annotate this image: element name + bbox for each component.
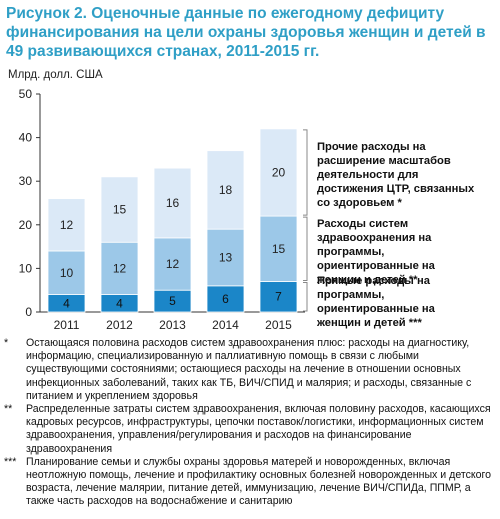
footnote-text: Остающаяся половина расходов систем здра…: [26, 337, 472, 402]
data-label: 16: [166, 196, 180, 210]
bar-segment: [47, 250, 86, 295]
y-tick-label: 20: [19, 218, 33, 232]
x-tick-label: 2015: [265, 318, 292, 332]
bar-segment: [100, 241, 139, 295]
legend-brackets: [303, 129, 308, 312]
bar-segment: [206, 285, 245, 313]
footnotes: * Остающаяся половина расходов систем зд…: [4, 337, 494, 509]
data-label: 15: [272, 242, 286, 256]
bar-segment: [100, 176, 139, 243]
bar-segment: [153, 167, 192, 239]
footnote-mark: ***: [4, 455, 17, 468]
data-label: 12: [166, 257, 180, 271]
data-label: 7: [275, 290, 282, 304]
data-label: 15: [113, 203, 127, 217]
footnote-2: ** Распределенные затраты систем здравоо…: [4, 403, 494, 456]
bars: [47, 128, 298, 313]
bar-segment: [153, 237, 192, 291]
x-tick-label: 2013: [159, 318, 186, 332]
legend-item-health-systems: Расходы систем здравоохранения на програ…: [317, 218, 435, 286]
data-label: 12: [60, 218, 74, 232]
footnote-text: Планирование семьи и службы охраны здоро…: [26, 455, 492, 508]
data-label: 10: [60, 266, 74, 280]
y-tick-label: 0: [25, 305, 32, 319]
y-tick-label: 50: [19, 87, 33, 101]
data-labels: 4 10 12 4 12 15 5 12 16 6 13 18 7 15 20: [60, 165, 286, 310]
legend-bracket: [303, 129, 308, 216]
footnote-text: Распределенные затраты систем здравоохра…: [26, 403, 491, 455]
data-label: 12: [113, 261, 127, 275]
y-tick-label: 40: [19, 131, 33, 145]
data-label: 18: [219, 183, 233, 197]
legend-bracket: [303, 281, 308, 312]
y-axis-unit-label: Млрд. долл. США: [8, 69, 103, 81]
data-label: 20: [272, 165, 286, 179]
x-tick-label: 2012: [106, 318, 133, 332]
y-tick-label: 10: [19, 261, 33, 275]
footnote-mark: *: [4, 337, 9, 349]
footnote-3: *** Планирование семьи и службы охраны з…: [4, 456, 494, 509]
bar-segment: [206, 150, 245, 230]
footnote-1: * Остающаяся половина расходов систем зд…: [4, 337, 494, 403]
chart-title: Рисунок 2. Оценочные данные по ежегодном…: [6, 5, 486, 60]
y-tick-label: 30: [19, 174, 33, 188]
x-tick-label: 2014: [212, 318, 239, 332]
bar-segment: [206, 228, 245, 287]
legend-item-other-costs: Прочие расходы на расширение масштабов д…: [317, 141, 475, 209]
data-label: 6: [222, 292, 229, 306]
x-axis-ticks: 2011 2012 2013 2014 2015: [54, 318, 293, 332]
data-label: 5: [169, 294, 176, 308]
legend-item-direct-costs: Прямые расходы на программы, ориентирова…: [317, 275, 435, 329]
bar-segment: [47, 198, 86, 252]
data-label: 13: [219, 251, 233, 265]
footnote-mark: **: [4, 403, 13, 416]
x-tick-label: 2011: [54, 318, 80, 332]
legend-bracket: [303, 216, 308, 281]
data-label: 4: [116, 296, 123, 310]
bar-segment: [259, 128, 298, 217]
stacked-bar-chart: 0 10 20 30 40 50 4 10 12 4 12 15 5 12 16 6 13 18 7 15 20 20…: [19, 87, 308, 332]
data-label: 4: [63, 296, 70, 310]
